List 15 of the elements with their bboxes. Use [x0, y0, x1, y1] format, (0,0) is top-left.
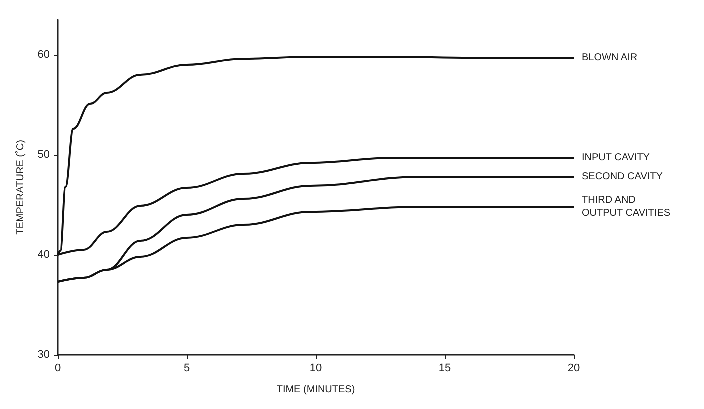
x-tick-label: 0 [54, 362, 62, 374]
x-tick-label: 20 [568, 362, 580, 374]
y-tick-label: 40 [38, 249, 50, 261]
y-axis-title: TEMPERATURE (˚C) [14, 140, 26, 235]
x-tick-label: 5 [184, 362, 190, 374]
y-tick-label: 30 [38, 349, 50, 361]
series-label: THIRD AND OUTPUT CAVITIES [582, 195, 671, 219]
series-label: SECOND CAVITY [582, 172, 664, 182]
y-tick-label: 60 [38, 49, 50, 61]
series-label: INPUT CAVITY [582, 152, 650, 164]
x-tick-label: 15 [438, 362, 452, 374]
y-tick-label: 50 [38, 149, 50, 161]
series-label: BLOWN AIR [582, 52, 638, 64]
x-axis-title: TIME (MINUTES) [276, 384, 356, 396]
x-tick-label: 10 [310, 362, 322, 374]
